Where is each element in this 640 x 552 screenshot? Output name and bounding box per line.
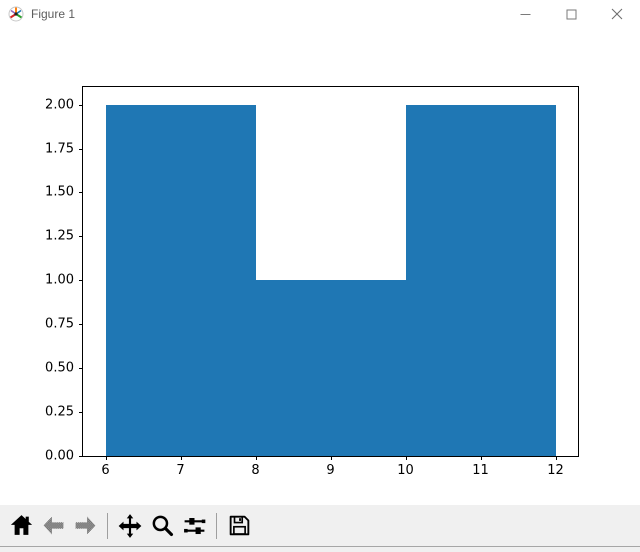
back-button: [38, 511, 68, 541]
x-tick-label: 10: [397, 463, 414, 478]
window-bottom-border: [0, 546, 640, 547]
y-tick-mark: [79, 324, 83, 326]
zoom-button[interactable]: [147, 511, 177, 541]
minimize-button[interactable]: [502, 0, 548, 28]
pan-button[interactable]: [115, 511, 145, 541]
y-tick-mark: [79, 368, 83, 370]
histogram-bar: [405, 104, 556, 456]
x-tick-label: 6: [101, 463, 110, 478]
y-tick-mark: [79, 412, 83, 414]
close-icon: [611, 8, 623, 20]
window-title: Figure 1: [31, 7, 76, 21]
maximize-icon: [566, 9, 577, 20]
y-tick-label: 0.25: [45, 404, 74, 420]
x-tick-label: 9: [326, 463, 335, 478]
navigation-toolbar: [0, 505, 640, 546]
window-titlebar[interactable]: Figure 1: [0, 0, 640, 28]
y-tick-mark: [79, 236, 83, 238]
y-tick-mark: [79, 456, 83, 457]
floppy-disk-icon: [227, 513, 252, 538]
toolbar-separator: [107, 512, 108, 539]
maximize-button[interactable]: [548, 0, 594, 28]
y-tick-label: 0.00: [45, 448, 74, 464]
y-tick-label: 1.50: [45, 184, 74, 200]
y-tick-label: 0.50: [45, 360, 74, 376]
toolbar-separator: [216, 512, 217, 539]
forward-button: [70, 511, 100, 541]
y-tick-label: 1.25: [45, 228, 74, 244]
x-tick-mark: [105, 456, 107, 460]
y-tick-label: 1.75: [45, 141, 74, 156]
pan-arrows-icon: [117, 513, 143, 539]
window-controls: [502, 0, 640, 28]
y-tick-label: 1.00: [45, 272, 74, 288]
save-button[interactable]: [224, 511, 254, 541]
y-tick-label: 0.75: [45, 316, 74, 332]
x-tick-mark: [480, 456, 482, 460]
figure-canvas: 6 7 8 9 10 11 12 0.00 0.25 0.50 0.75 1.00 1.25 1.50 1.…: [0, 28, 640, 505]
y-tick-label: 2.00: [45, 97, 74, 113]
histogram-bar: [105, 104, 256, 456]
configure-subplots-button[interactable]: [179, 511, 209, 541]
x-tick-mark: [180, 456, 182, 460]
x-tick-label: 8: [251, 463, 260, 478]
y-tick-mark: [79, 280, 83, 282]
x-tick-label: 12: [547, 463, 564, 478]
window-bottom-strip: [0, 547, 640, 552]
matplotlib-logo-icon: [8, 6, 24, 22]
histogram-bar: [255, 280, 406, 456]
x-tick-mark: [405, 456, 407, 460]
minimize-icon: [520, 9, 531, 20]
x-tick-label: 11: [472, 463, 489, 478]
y-tick-mark: [79, 192, 83, 194]
x-tick-mark: [330, 456, 332, 460]
back-arrow-icon: [41, 513, 66, 538]
close-button[interactable]: [594, 0, 640, 28]
home-button[interactable]: [6, 511, 36, 541]
forward-arrow-icon: [73, 513, 98, 538]
plot-axes: 6 7 8 9 10 11 12 0.00 0.25 0.50 0.75 1.00 1.25 1.50 1.…: [45, 86, 579, 478]
x-tick-label: 7: [176, 463, 185, 478]
x-tick-mark: [555, 456, 557, 460]
magnifier-icon: [150, 513, 175, 538]
sliders-icon: [182, 513, 207, 538]
home-icon: [9, 513, 34, 538]
y-tick-mark: [79, 104, 83, 106]
y-tick-mark: [79, 148, 83, 150]
x-tick-mark: [255, 456, 257, 460]
